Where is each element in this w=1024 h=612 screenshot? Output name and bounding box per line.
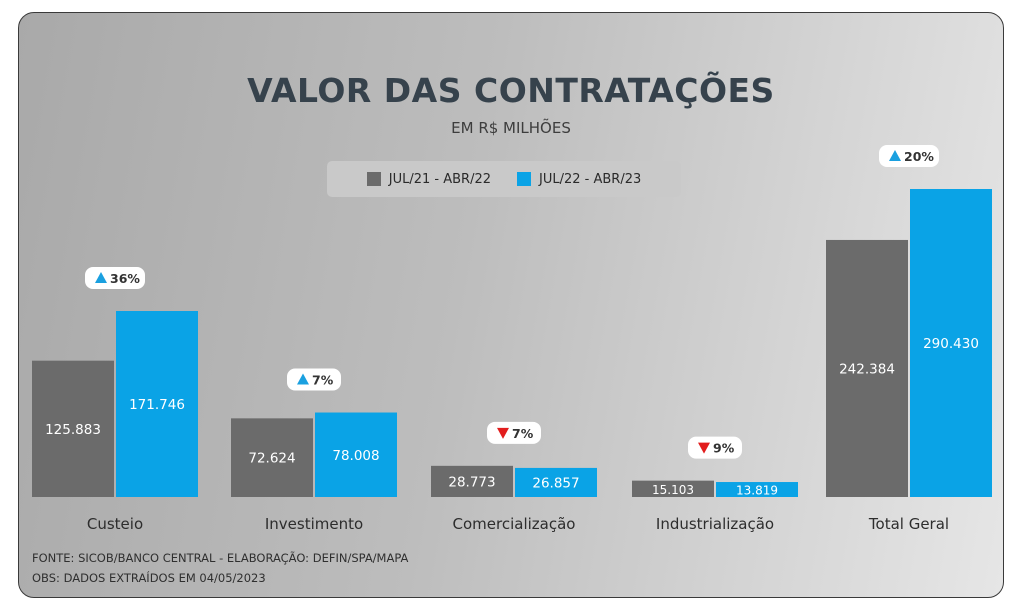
- arrow-up-icon: [297, 373, 309, 385]
- bar-value-label: 78.008: [332, 448, 379, 464]
- bar-1-4: [826, 239, 908, 497]
- bar-2-0: [116, 311, 198, 497]
- bar-1-3: [632, 480, 714, 497]
- change-label: 36%: [110, 271, 140, 286]
- bar-value-label: 125.883: [45, 422, 101, 438]
- change-badge: [85, 267, 145, 289]
- chart-title: VALOR DAS CONTRATAÇÕES: [247, 71, 775, 110]
- bar-value-label: 28.773: [448, 474, 495, 490]
- legend-label-series2: JUL/22 - ABR/23: [539, 171, 642, 187]
- change-badge: [487, 421, 541, 444]
- chart-subtitle: EM R$ MILHÕES: [451, 119, 571, 137]
- change-badge: [287, 368, 341, 391]
- bar-2-1: [315, 412, 397, 497]
- legend-item-series2: JUL/22 - ABR/23: [517, 172, 641, 187]
- footnote-source: FONTE: SICOB/BANCO CENTRAL - ELABORAÇÃO:…: [32, 551, 409, 565]
- legend: JUL/21 - ABR/22 JUL/22 - ABR/23: [327, 161, 681, 197]
- bar-value-label: 171.746: [129, 397, 185, 413]
- category-label: Total Geral: [868, 515, 949, 533]
- change-label: 20%: [904, 149, 934, 164]
- change-label: 9%: [713, 441, 735, 456]
- legend-swatch-series2: [517, 172, 531, 186]
- change-label: 7%: [512, 426, 534, 441]
- bar-1-1: [231, 418, 313, 497]
- bar-chart: 125.883 171.746 Custeio 36% 72.624 78.008 Inve…: [32, 145, 992, 533]
- bar-value-label: 26.857: [532, 475, 579, 491]
- chart-card: VALOR DAS CONTRATAÇÕES EM R$ MILHÕES JUL…: [18, 12, 1004, 598]
- category-label: Investimento: [265, 515, 363, 533]
- change-badge: [688, 436, 742, 459]
- arrow-up-icon: [95, 272, 107, 283]
- change-badge: [879, 145, 939, 167]
- footnote-obs: OBS: DADOS EXTRAÍDOS EM 04/05/2023: [32, 571, 266, 585]
- bar-value-label: 290.430: [923, 336, 979, 352]
- bar-value-label: 242.384: [839, 361, 895, 377]
- bar-value-label: 72.624: [248, 451, 295, 467]
- legend-swatch-series1: [366, 172, 381, 186]
- legend-item-series1: JUL/21 - ABR/22: [366, 171, 491, 187]
- bar-1-2: [431, 465, 513, 497]
- legend-label-series1: JUL/21 - ABR/22: [388, 171, 491, 187]
- arrow-down-icon: [497, 427, 509, 439]
- change-label: 7%: [312, 373, 334, 388]
- category-label: Industrialização: [656, 515, 774, 533]
- bar-2-3: [716, 482, 798, 497]
- bar-2-2: [515, 467, 597, 497]
- bar-value-label: 13.819: [736, 484, 778, 498]
- bar-value-label: 15.103: [652, 483, 694, 497]
- category-label: Custeio: [87, 515, 143, 533]
- bar-1-0: [32, 360, 114, 497]
- arrow-up-icon: [889, 150, 901, 161]
- arrow-down-icon: [698, 442, 710, 454]
- category-label: Comercialização: [453, 515, 576, 533]
- bar-2-4: [910, 189, 992, 497]
